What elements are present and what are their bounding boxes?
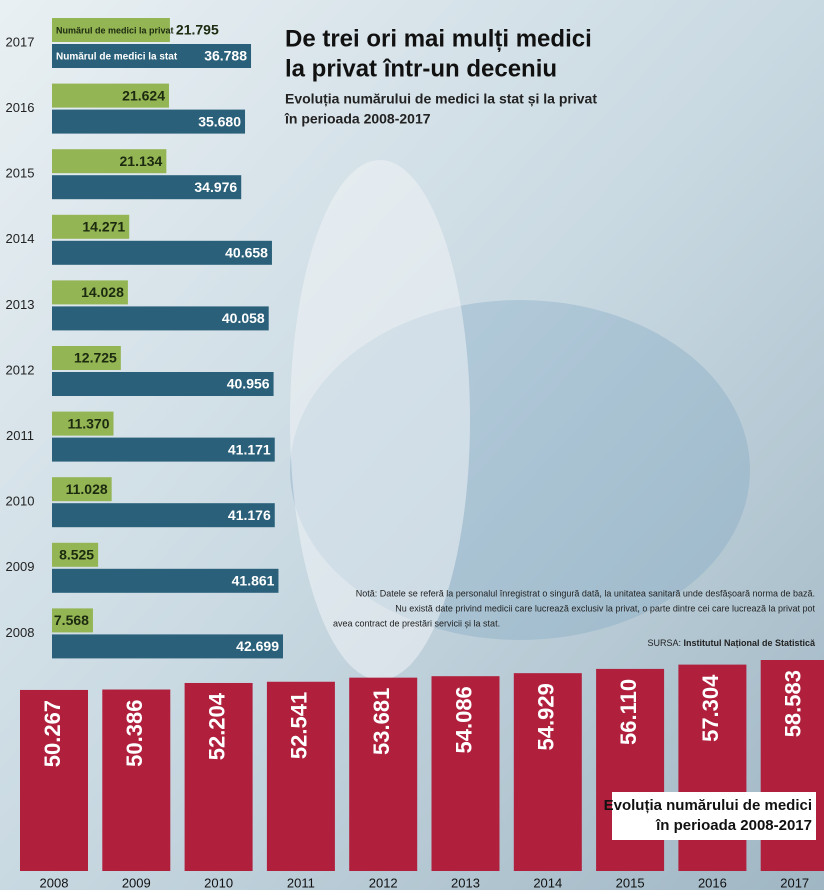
- value-label: 8.525: [59, 547, 94, 563]
- bar: [513, 673, 582, 871]
- subtitle: Evoluția numărului de medici la stat și …: [285, 91, 597, 107]
- title-box: [612, 792, 816, 840]
- y-tick-label: 2008: [6, 625, 35, 640]
- y-tick-label: 2013: [6, 297, 35, 312]
- value-label: 52.204: [204, 692, 229, 760]
- bar: [52, 437, 275, 462]
- value-label: 52.541: [287, 692, 312, 759]
- bar: [52, 542, 99, 567]
- bar: [52, 634, 283, 659]
- bar: [52, 503, 275, 528]
- x-tick-label: 2011: [287, 875, 315, 890]
- value-label: 40.956: [227, 376, 270, 392]
- bar: [52, 306, 269, 331]
- bar: [52, 175, 242, 200]
- value-label: 50.267: [40, 700, 65, 767]
- value-label: 7.568: [54, 612, 89, 628]
- x-tick-label: 2013: [451, 875, 480, 890]
- note: Nu există date privind medicii care lucr…: [395, 603, 815, 613]
- bar: [20, 689, 88, 871]
- value-label: 57.304: [698, 674, 723, 742]
- y-tick-label: 2016: [6, 100, 35, 115]
- chart-title: Evoluția numărului de medici: [604, 797, 812, 814]
- y-tick-label: 2015: [6, 166, 35, 181]
- value-label: 40.658: [225, 245, 268, 261]
- legend-label: Numărul de medici la privat: [56, 25, 174, 35]
- value-label: 53.681: [369, 688, 394, 755]
- value-label: 54.086: [451, 686, 476, 753]
- y-tick-label: 2014: [6, 231, 35, 246]
- value-label: 41.176: [228, 507, 271, 523]
- value-label: 50.386: [122, 700, 147, 767]
- x-tick-label: 2010: [204, 875, 233, 890]
- bar: [52, 608, 93, 633]
- value-label: 36.788: [204, 48, 247, 64]
- value-label: 11.370: [67, 415, 109, 431]
- y-tick-label: 2017: [6, 34, 35, 49]
- value-label: 14.271: [82, 219, 125, 235]
- note: Notă: Datele se referă la personalul înr…: [356, 588, 815, 598]
- x-tick-label: 2015: [616, 875, 645, 890]
- x-tick-label: 2017: [780, 875, 809, 890]
- source: SURSA: Institutul Național de Statistică: [647, 638, 816, 648]
- value-label: 41.171: [228, 441, 271, 457]
- bar: [184, 682, 253, 871]
- value-label: 34.976: [194, 179, 237, 195]
- bar: [102, 689, 171, 871]
- bar: [52, 477, 112, 502]
- bar: [266, 681, 335, 871]
- value-label: 35.680: [198, 113, 241, 129]
- x-tick-label: 2012: [369, 875, 398, 890]
- value-label: 21.134: [120, 153, 163, 169]
- bar: [52, 372, 274, 396]
- y-tick-label: 2011: [6, 428, 34, 443]
- subtitle: în perioada 2008-2017: [284, 111, 431, 127]
- source-label: SURSA:: [647, 638, 681, 648]
- value-label: 21.624: [122, 87, 165, 103]
- value-label: 14.028: [81, 284, 124, 300]
- y-tick-label: 2010: [6, 494, 35, 509]
- value-label: 12.725: [74, 350, 117, 366]
- value-label: 58.583: [781, 670, 806, 737]
- bar: [52, 568, 279, 593]
- x-tick-label: 2014: [533, 875, 562, 890]
- x-tick-label: 2009: [122, 875, 151, 890]
- bar: [52, 149, 167, 174]
- note: avea contract de prestări servicii și la…: [333, 618, 500, 628]
- value-label: 54.929: [534, 683, 559, 750]
- x-tick-label: 2008: [40, 875, 69, 890]
- bar: [52, 411, 114, 436]
- value-label: 11.028: [66, 481, 108, 497]
- chart-title: în perioada 2008-2017: [655, 817, 812, 834]
- value-label: 40.058: [222, 310, 265, 326]
- title: la privat într-un deceniu: [285, 55, 557, 82]
- x-tick-label: 2016: [698, 875, 727, 890]
- photo-shape: [290, 160, 470, 680]
- legend-label: Numărul de medici la stat: [56, 52, 178, 63]
- y-tick-label: 2012: [6, 362, 35, 377]
- value-label: 56.110: [616, 679, 641, 745]
- y-tick-label: 2009: [6, 559, 35, 574]
- bar: [52, 18, 170, 42]
- bar: [431, 676, 500, 871]
- bar: [52, 83, 169, 108]
- bar: [52, 109, 246, 134]
- value-label: 21.795: [176, 22, 219, 38]
- value-label: 41.861: [232, 573, 275, 589]
- value-label: 42.699: [236, 638, 279, 654]
- title: De trei ori mai mulți medici: [285, 25, 592, 52]
- bar: [52, 346, 121, 370]
- source-name: Institutul Național de Statistică: [683, 638, 816, 648]
- bar: [52, 44, 252, 68]
- bar: [52, 240, 272, 265]
- bar: [52, 214, 130, 239]
- bar: [349, 677, 418, 871]
- bar: [52, 280, 128, 305]
